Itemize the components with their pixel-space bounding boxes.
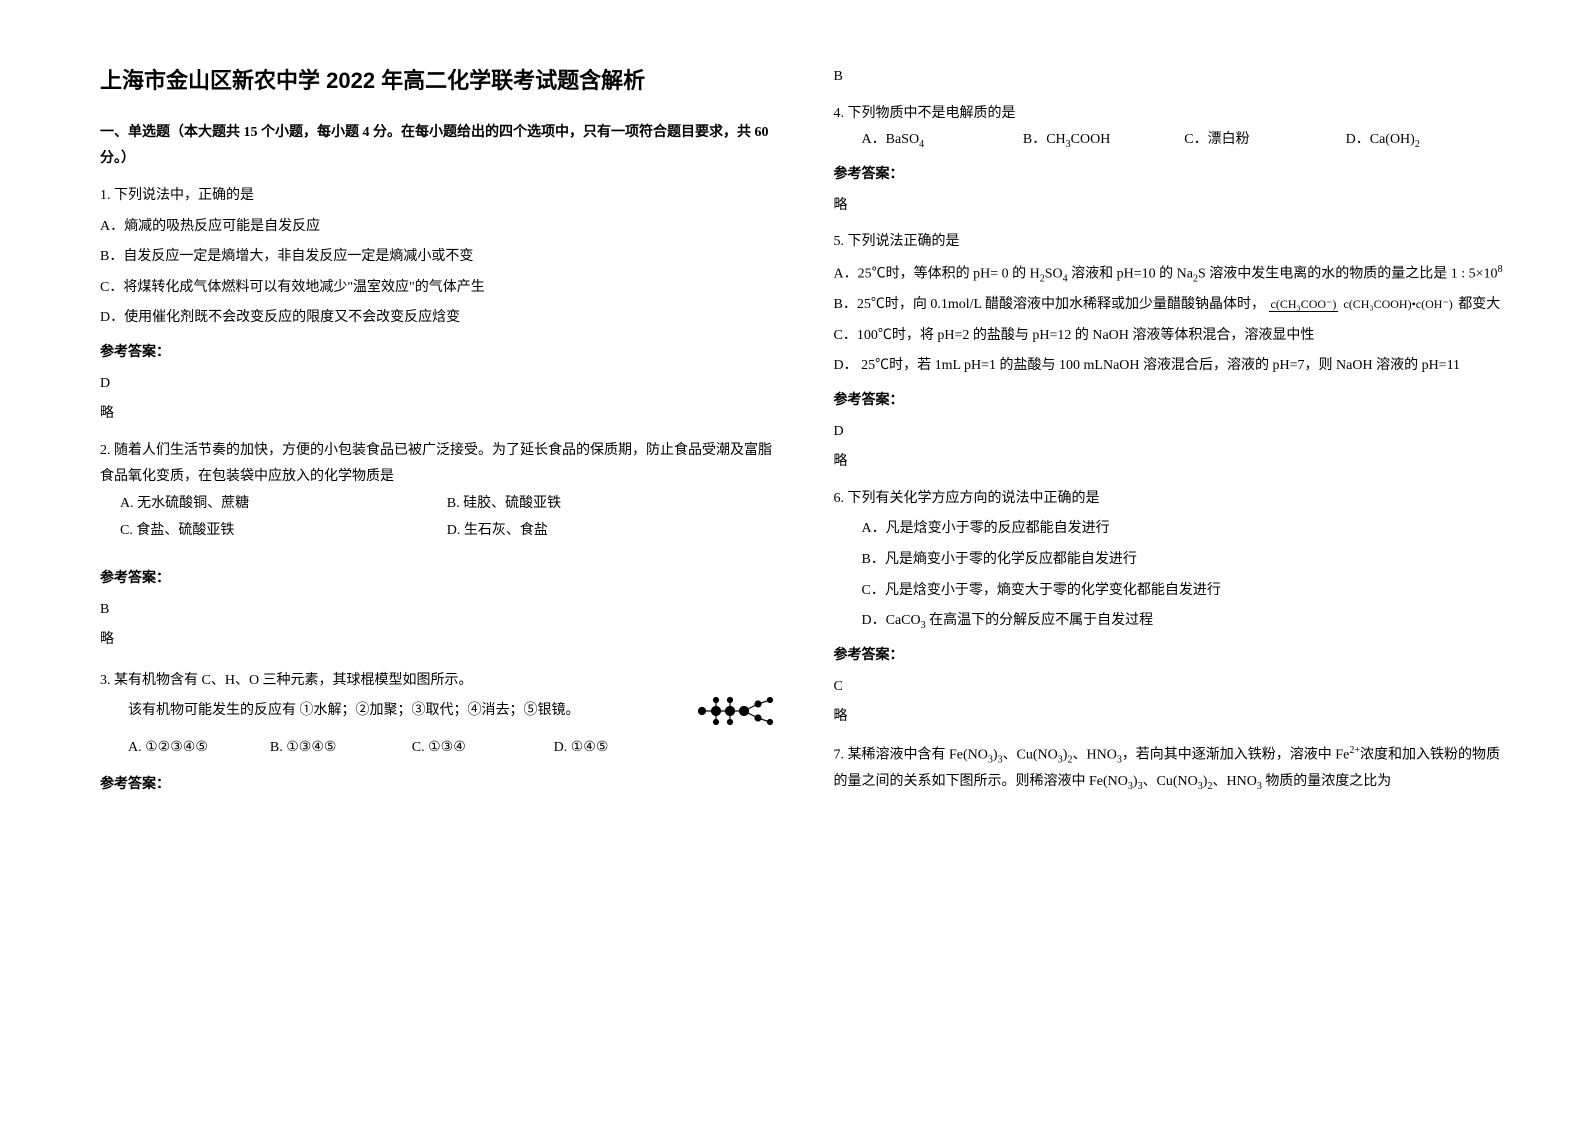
- q5-answer-label: 参考答案：: [834, 388, 1508, 415]
- q2-answer: B: [100, 597, 774, 624]
- doc-title: 上海市金山区新农中学 2022 年高二化学联考试题含解析: [100, 60, 774, 102]
- q2-opt-a: A. 无水硫酸铜、蔗糖: [120, 491, 447, 518]
- q5-lue: 略: [834, 449, 1508, 476]
- q3-opt-a: A. ①②③④⑤: [128, 735, 270, 762]
- q2-opt-b: B. 硅胶、硫酸亚铁: [447, 491, 774, 518]
- q4-answer-label: 参考答案：: [834, 162, 1508, 189]
- question-3: 3. 某有机物含有 C、H、O 三种元素，其球棍模型如图所示。 该有机物可能发生…: [100, 664, 774, 798]
- q6-opt-c: C．凡是焓变小于零，熵变大于零的化学变化都能自发进行: [862, 578, 1508, 605]
- q5-opt-d: D． 25℃时，若 1mL pH=1 的盐酸与 100 mLNaOH 溶液混合后…: [834, 353, 1508, 380]
- q2-lue: 略: [100, 627, 774, 654]
- question-5: 5. 下列说法正确的是 A．25℃时，等体积的 pH= 0 的 H2SO4 溶液…: [834, 229, 1508, 476]
- question-7: 7. 某稀溶液中含有 Fe(NO3)3、Cu(NO3)2、HNO3，若向其中逐渐…: [834, 741, 1508, 796]
- q7-stem: 7. 某稀溶液中含有 Fe(NO3)3、Cu(NO3)2、HNO3，若向其中逐渐…: [834, 741, 1508, 796]
- q2-opt-d: D. 生石灰、食盐: [447, 518, 774, 545]
- q1-answer-label: 参考答案：: [100, 340, 774, 367]
- q2-answer-label: 参考答案：: [100, 566, 774, 593]
- q1-opt-a: A．熵减的吸热反应可能是自发反应: [100, 214, 774, 241]
- q3-stem1: 3. 某有机物含有 C、H、O 三种元素，其球棍模型如图所示。: [100, 668, 774, 695]
- q3-answer-label: 参考答案：: [100, 772, 774, 799]
- q3-opt-b: B. ①③④⑤: [270, 735, 412, 762]
- q3-opt-d: D. ①④⑤: [554, 735, 696, 762]
- q4-options: A．BaSO4 B．CH3COOH C．漂白粉 D．Ca(OH)2: [862, 127, 1508, 154]
- q2-row-ab: A. 无水硫酸铜、蔗糖 B. 硅胶、硫酸亚铁: [120, 491, 774, 518]
- q5-opt-a: A．25℃时，等体积的 pH= 0 的 H2SO4 溶液和 pH=10 的 Na…: [834, 260, 1508, 288]
- q3-options: A. ①②③④⑤ B. ①③④⑤ C. ①③④ D. ①④⑤: [128, 735, 696, 762]
- question-4: 4. 下列物质中不是电解质的是 A．BaSO4 B．CH3COOH C．漂白粉 …: [834, 101, 1508, 220]
- q4-opt-b: B．CH3COOH: [1023, 127, 1184, 154]
- q4-opt-d: D．Ca(OH)2: [1346, 127, 1507, 154]
- q6-answer: C: [834, 674, 1508, 701]
- q6-opt-b: B．凡是熵变小于零的化学反应都能自发进行: [862, 547, 1508, 574]
- q3-opt-c: C. ①③④: [412, 735, 554, 762]
- q5-opt-b: B．25℃时，向 0.1mol/L 醋酸溶液中加水稀释或加少量醋酸钠晶体时， c…: [834, 292, 1508, 319]
- q5-opt-c: C．100℃时，将 pH=2 的盐酸与 pH=12 的 NaOH 溶液等体积混合…: [834, 323, 1508, 350]
- section-header: 一、单选题（本大题共 15 个小题，每小题 4 分。在每小题给出的四个选项中，只…: [100, 120, 774, 173]
- q6-answer-label: 参考答案：: [834, 643, 1508, 670]
- q3-stem2: 该有机物可能发生的反应有 ①水解；②加聚；③取代；④消去；⑤银镜。: [128, 703, 580, 718]
- q4-opt-c: C．漂白粉: [1184, 127, 1345, 154]
- left-column: 上海市金山区新农中学 2022 年高二化学联考试题含解析 一、单选题（本大题共 …: [100, 60, 774, 798]
- q1-answer: D: [100, 371, 774, 398]
- q1-opt-d: D．使用催化剂既不会改变反应的限度又不会改变反应焓变: [100, 305, 774, 332]
- q3-answer: B: [834, 64, 1508, 91]
- question-2: 2. 随着人们生活节奏的加快，方便的小包装食品已被广泛接受。为了延长食品的保质期…: [100, 438, 774, 654]
- q1-opt-b: B．自发反应一定是熵增大，非自发反应一定是熵减小或不变: [100, 244, 774, 271]
- q5-stem: 5. 下列说法正确的是: [834, 229, 1508, 256]
- q1-lue: 略: [100, 401, 774, 428]
- q3-stem2-row: 该有机物可能发生的反应有 ①水解；②加聚；③取代；④消去；⑤银镜。: [128, 698, 774, 725]
- q1-stem: 1. 下列说法中，正确的是: [100, 183, 774, 210]
- q2-opt-c: C. 食盐、硫酸亚铁: [120, 518, 447, 545]
- fraction-icon: c(CH₃COO⁻) c(CH₃COOH)•c(OH⁻): [1269, 298, 1455, 311]
- question-6: 6. 下列有关化学方应方向的说法中正确的是 A．凡是焓变小于零的反应都能自发进行…: [834, 486, 1508, 731]
- q4-answer: 略: [834, 193, 1508, 220]
- question-1: 1. 下列说法中，正确的是 A．熵减的吸热反应可能是自发反应 B．自发反应一定是…: [100, 183, 774, 428]
- q1-opt-c: C．将煤转化成气体燃料可以有效地减少"温室效应"的气体产生: [100, 275, 774, 302]
- q4-opt-a: A．BaSO4: [862, 127, 1023, 154]
- q2-row-cd: C. 食盐、硫酸亚铁 D. 生石灰、食盐: [120, 518, 774, 545]
- molecule-figure-icon: [696, 694, 774, 739]
- q6-stem: 6. 下列有关化学方应方向的说法中正确的是: [834, 486, 1508, 513]
- q6-opt-d: D．CaCO3 在高温下的分解反应不属于自发过程: [862, 608, 1508, 635]
- right-column: B 4. 下列物质中不是电解质的是 A．BaSO4 B．CH3COOH C．漂白…: [834, 60, 1508, 798]
- q4-stem: 4. 下列物质中不是电解质的是: [834, 101, 1508, 128]
- q6-lue: 略: [834, 704, 1508, 731]
- q6-opt-a: A．凡是焓变小于零的反应都能自发进行: [862, 516, 1508, 543]
- q2-stem: 2. 随着人们生活节奏的加快，方便的小包装食品已被广泛接受。为了延长食品的保质期…: [100, 438, 774, 491]
- q5-answer: D: [834, 419, 1508, 446]
